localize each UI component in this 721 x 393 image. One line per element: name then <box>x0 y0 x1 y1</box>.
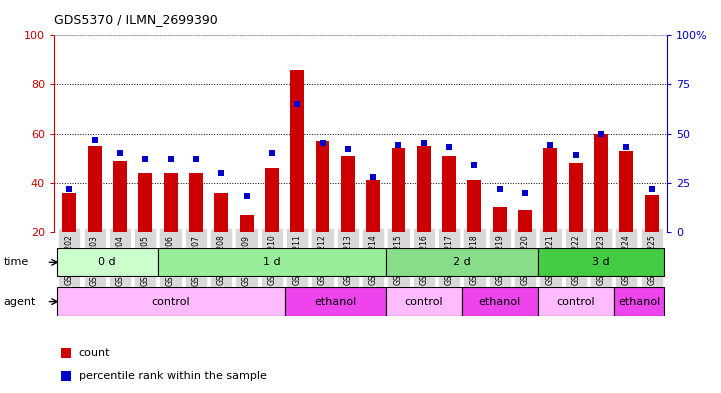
Bar <box>386 248 538 277</box>
Text: control: control <box>557 297 595 307</box>
Bar <box>594 134 608 281</box>
Bar <box>569 163 583 281</box>
Text: 2 d: 2 d <box>453 257 471 267</box>
Bar <box>138 173 152 281</box>
Bar <box>239 215 254 281</box>
Bar <box>57 287 285 316</box>
Bar <box>467 180 482 281</box>
Bar <box>341 156 355 281</box>
Bar <box>614 287 664 316</box>
Text: ethanol: ethanol <box>479 297 521 307</box>
Bar <box>619 151 633 281</box>
Bar <box>417 146 430 281</box>
Bar <box>88 146 102 281</box>
Bar <box>544 148 557 281</box>
Bar <box>538 248 664 277</box>
Bar <box>518 210 532 281</box>
Text: GDS5370 / ILMN_2699390: GDS5370 / ILMN_2699390 <box>54 13 218 26</box>
Text: ethanol: ethanol <box>618 297 660 307</box>
Bar <box>442 156 456 281</box>
Bar <box>189 173 203 281</box>
Text: control: control <box>151 297 190 307</box>
Bar <box>461 287 538 316</box>
Bar <box>493 207 507 281</box>
Text: 1 d: 1 d <box>263 257 280 267</box>
Bar <box>158 248 386 277</box>
Bar <box>164 173 177 281</box>
Bar <box>57 248 158 277</box>
Text: percentile rank within the sample: percentile rank within the sample <box>79 371 267 381</box>
Bar <box>113 161 127 281</box>
Bar <box>316 141 329 281</box>
Bar <box>538 287 614 316</box>
Bar <box>265 168 279 281</box>
Text: time: time <box>4 257 29 267</box>
Bar <box>386 287 461 316</box>
Text: agent: agent <box>4 297 36 307</box>
Bar <box>645 195 659 281</box>
Text: 3 d: 3 d <box>592 257 610 267</box>
Text: control: control <box>404 297 443 307</box>
Text: ethanol: ethanol <box>314 297 356 307</box>
Text: count: count <box>79 348 110 358</box>
Bar <box>62 193 76 281</box>
Bar <box>291 70 304 281</box>
Bar <box>366 180 380 281</box>
Bar <box>392 148 405 281</box>
Bar <box>214 193 228 281</box>
Bar <box>285 287 386 316</box>
Text: 0 d: 0 d <box>99 257 116 267</box>
